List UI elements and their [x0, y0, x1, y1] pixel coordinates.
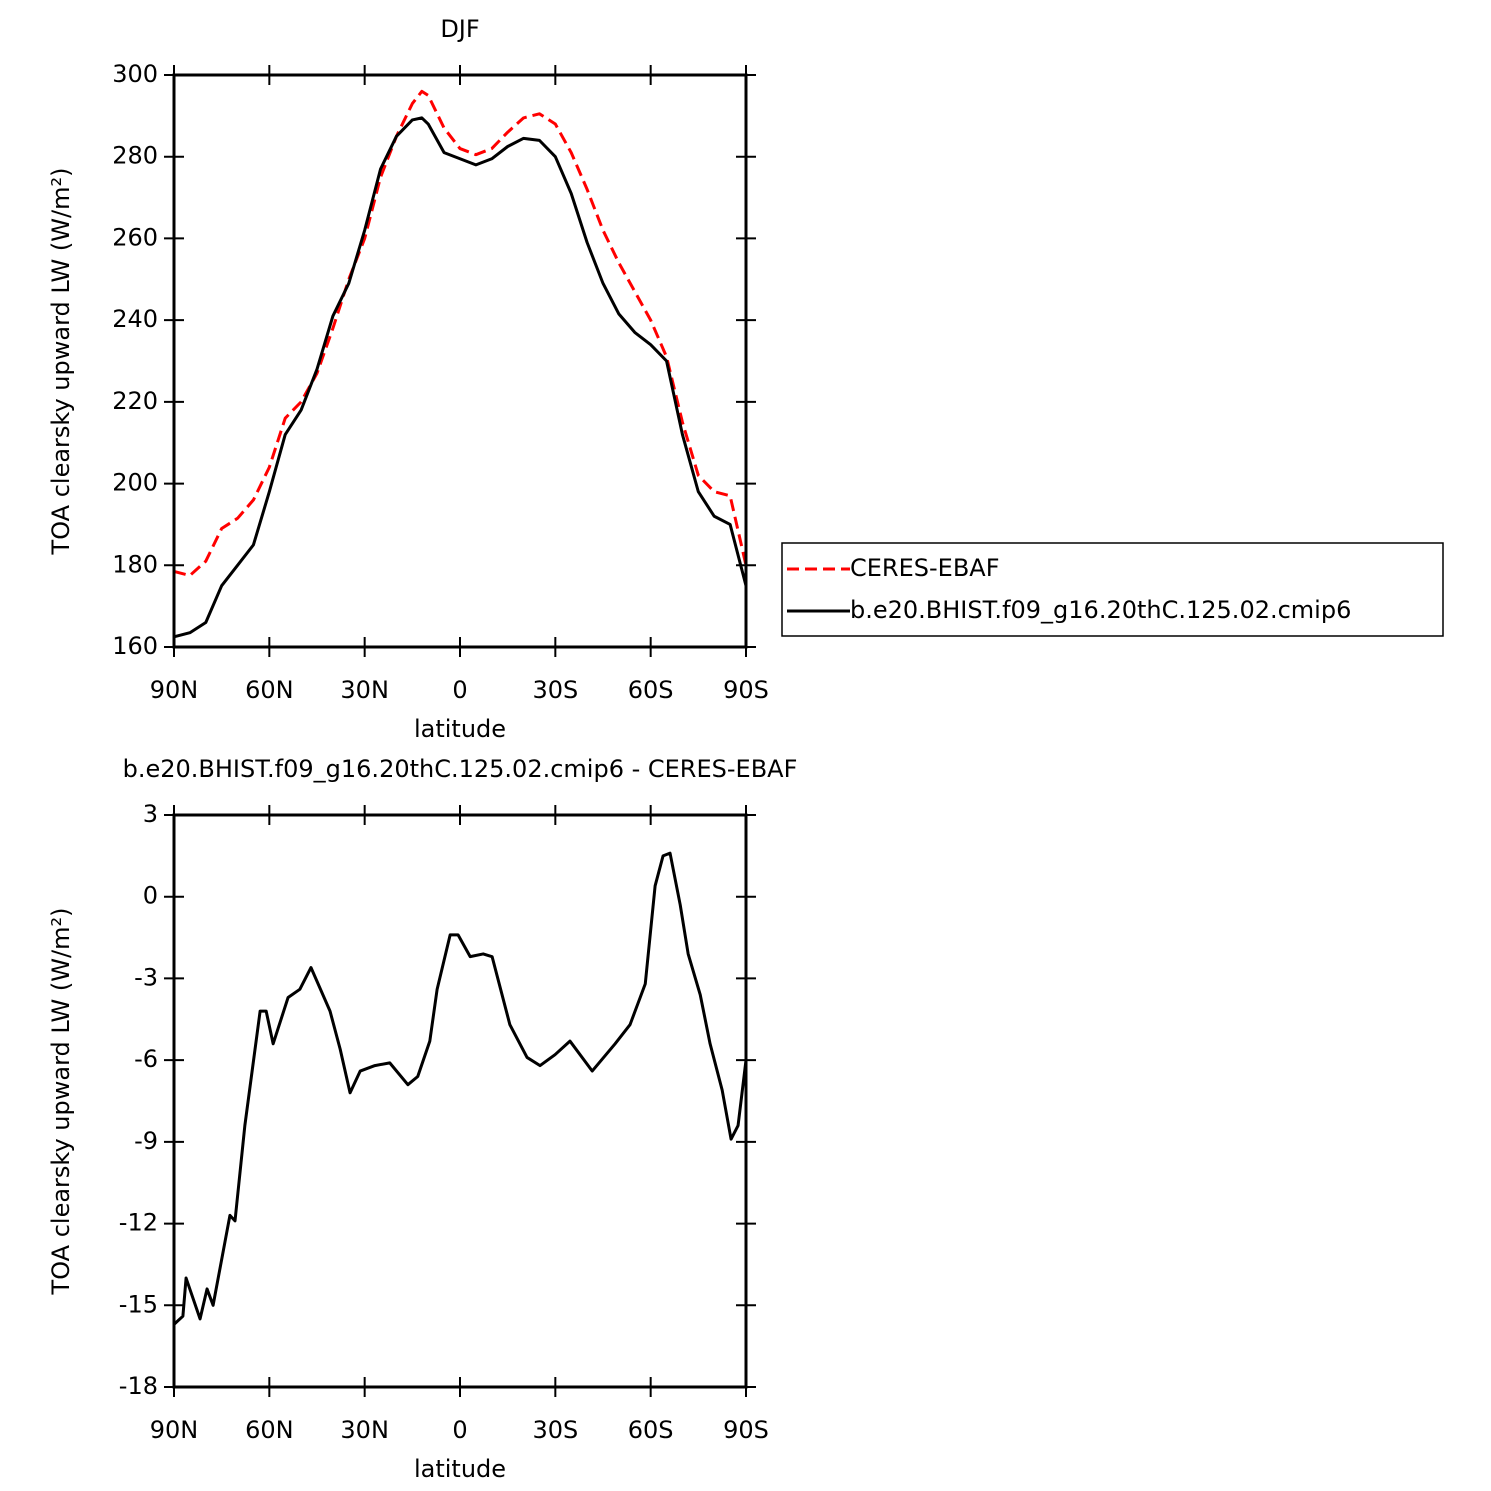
y-tick-label: 280 [112, 142, 158, 170]
data-line [172, 851, 748, 1326]
y-tick-label: 200 [112, 469, 158, 497]
x-tick-label: 90S [723, 1416, 769, 1444]
x-tick-label: 30N [340, 676, 389, 704]
y-tick-label: 240 [112, 305, 158, 333]
x-tick-label: 90S [723, 676, 769, 704]
chart-title: DJF [440, 15, 479, 43]
y-tick-label: 260 [112, 223, 158, 251]
x-tick-label: 0 [452, 1416, 467, 1444]
x-tick-label: 30N [340, 1416, 389, 1444]
x-tick-label: 90N [150, 1416, 199, 1444]
y-tick-label: -6 [134, 1045, 158, 1073]
x-tick-label: 30S [532, 676, 578, 704]
y-tick-label: -9 [134, 1127, 158, 1155]
data-line [173, 89, 748, 577]
y-axis-label: TOA clearsky upward LW (W/m²) [47, 908, 75, 1296]
x-axis-label: latitude [414, 1455, 506, 1483]
y-tick-label: -15 [119, 1290, 158, 1318]
data-line [173, 116, 748, 639]
y-tick-label: 300 [112, 60, 158, 88]
x-tick-label: 60N [245, 676, 294, 704]
y-tick-label: 0 [143, 882, 158, 910]
y-tick-label: 160 [112, 632, 158, 660]
x-tick-label: 30S [532, 1416, 578, 1444]
y-tick-label: 180 [112, 550, 158, 578]
x-tick-label: 0 [452, 676, 467, 704]
y-tick-label: 3 [143, 800, 158, 828]
y-tick-label: 220 [112, 387, 158, 415]
y-tick-label: -18 [119, 1372, 158, 1400]
legend-label: CERES-EBAF [850, 554, 1000, 582]
x-axis-label: latitude [414, 715, 506, 743]
plot-frame [172, 73, 748, 649]
x-tick-label: 90N [150, 676, 199, 704]
y-axis-label: TOA clearsky upward LW (W/m²) [47, 168, 75, 556]
y-tick-label: -12 [119, 1209, 158, 1237]
plot-frame [172, 813, 748, 1389]
x-tick-label: 60N [245, 1416, 294, 1444]
x-tick-label: 60S [628, 1416, 674, 1444]
legend-box [781, 542, 1444, 637]
legend-label: b.e20.BHIST.f09_g16.20thC.125.02.cmip6 [850, 596, 1351, 624]
y-tick-label: -3 [134, 963, 158, 991]
x-tick-label: 60S [628, 676, 674, 704]
chart-title: b.e20.BHIST.f09_g16.20thC.125.02.cmip6 -… [123, 755, 798, 783]
